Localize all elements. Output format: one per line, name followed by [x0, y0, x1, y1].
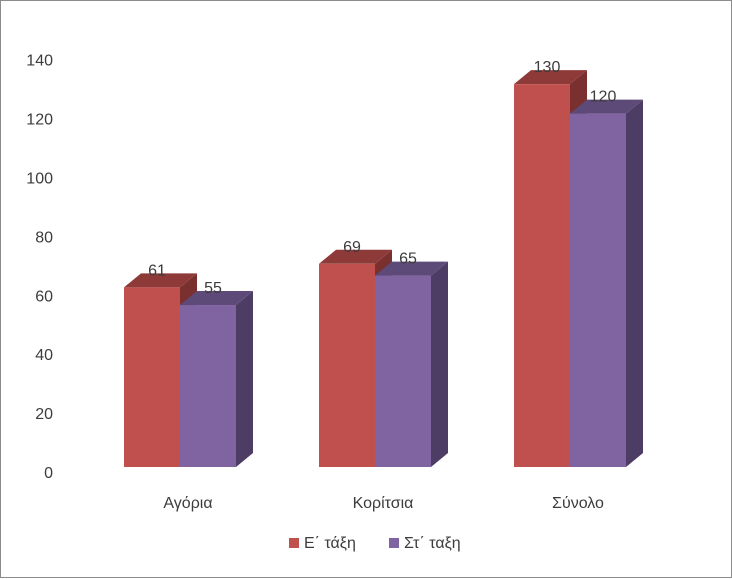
bar-side — [626, 99, 643, 467]
y-tick-label: 140 — [26, 53, 53, 70]
legend-label: Ε΄ τάξη — [304, 535, 356, 552]
legend-swatch — [289, 538, 299, 548]
data-label: 69 — [343, 239, 361, 256]
bar-top — [514, 70, 587, 85]
bar — [514, 84, 570, 468]
y-tick-label: 120 — [26, 112, 53, 129]
bar — [124, 287, 180, 467]
bar — [570, 113, 626, 467]
y-tick-label: 0 — [44, 465, 53, 482]
legend-swatch — [389, 538, 399, 548]
category-label: Αγόρια — [163, 495, 212, 512]
bar-top — [180, 291, 253, 306]
bar-top — [375, 261, 448, 276]
data-label: 120 — [590, 89, 617, 106]
data-label: 61 — [148, 262, 166, 279]
bar-top — [124, 273, 197, 288]
bar-side — [236, 291, 253, 467]
bar-side — [431, 261, 448, 467]
legend-label: Στ΄ ταξη — [404, 535, 461, 552]
bar — [319, 263, 375, 467]
category-label: Κορίτσια — [353, 495, 414, 512]
data-label: 55 — [204, 280, 222, 297]
bar-top — [570, 99, 643, 114]
y-tick-label: 80 — [35, 229, 53, 246]
bar — [375, 275, 431, 467]
data-label: 65 — [399, 251, 417, 268]
bar-top — [319, 249, 392, 264]
bar — [180, 305, 236, 467]
y-tick-label: 40 — [35, 347, 53, 364]
y-tick-label: 100 — [26, 171, 53, 188]
category-label: Σύνολο — [552, 495, 604, 512]
data-label: 130 — [534, 59, 561, 76]
y-tick-label: 20 — [35, 406, 53, 423]
y-tick-label: 60 — [35, 288, 53, 305]
